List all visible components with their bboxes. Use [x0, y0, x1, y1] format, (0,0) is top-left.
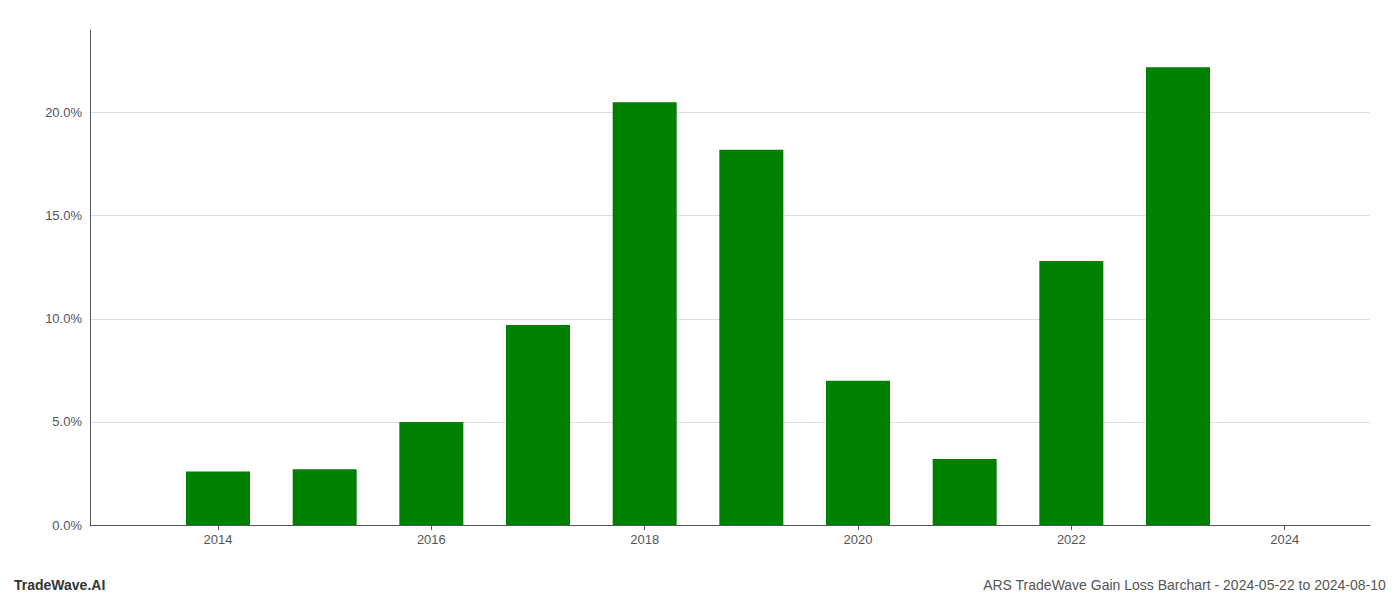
svg-text:15.0%: 15.0% — [45, 208, 82, 223]
svg-text:2020: 2020 — [844, 532, 873, 547]
svg-text:2022: 2022 — [1057, 532, 1086, 547]
svg-text:TradeWave.AI: TradeWave.AI — [14, 577, 105, 593]
svg-text:2016: 2016 — [417, 532, 446, 547]
svg-text:ARS TradeWave Gain Loss Barcha: ARS TradeWave Gain Loss Barchart - 2024-… — [983, 577, 1386, 593]
svg-text:20.0%: 20.0% — [45, 105, 82, 120]
svg-text:0.0%: 0.0% — [52, 518, 82, 533]
svg-text:5.0%: 5.0% — [52, 414, 82, 429]
svg-text:2014: 2014 — [204, 532, 233, 547]
svg-text:10.0%: 10.0% — [45, 311, 82, 326]
svg-text:2024: 2024 — [1270, 532, 1299, 547]
svg-text:2018: 2018 — [630, 532, 659, 547]
